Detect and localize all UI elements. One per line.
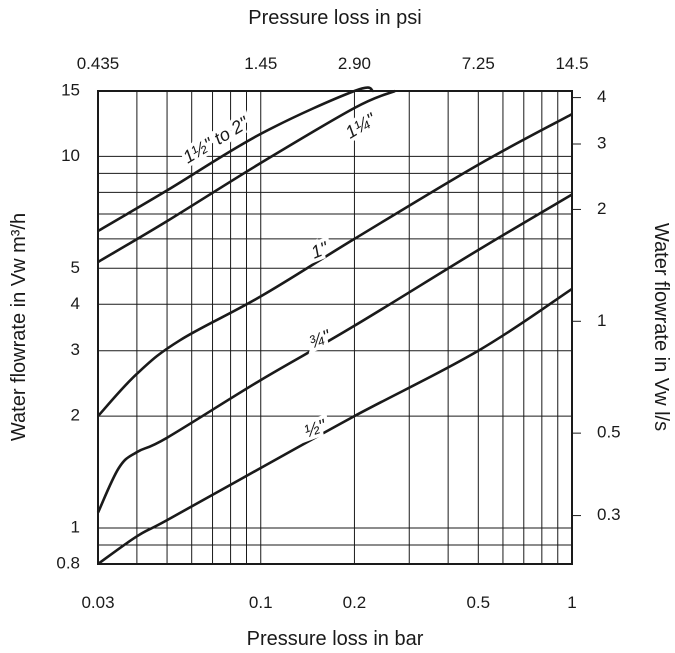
y-axis-title: Water flowrate in Vw m³/h (8, 213, 30, 441)
curve-label-2: 1¼" (342, 108, 381, 142)
right-tick-label: 0.5 (597, 423, 621, 442)
curve-series-2 (97, 89, 396, 264)
curve-layer (96, 86, 573, 566)
curve-label-3: 1" (308, 237, 332, 262)
top-tick-label: 0.435 (77, 54, 120, 73)
right-tick-label: 4 (597, 87, 606, 106)
y-tick-label: 1 (71, 517, 80, 536)
y-tick-label: 10 (61, 146, 80, 165)
top-tick-label: 1.45 (244, 54, 277, 73)
top-tick-label: 14.5 (555, 54, 588, 73)
top-tick-label: 2.90 (338, 54, 371, 73)
y-tick-label: 4 (71, 294, 80, 313)
tick-layer: 0.03 0.1 0.2 0.5 1 0.435 1.45 2.90 7.25 14.5 0.8 1 2… (56, 54, 620, 612)
right-tick-label: 2 (597, 199, 606, 218)
curve-series-4 (96, 193, 573, 514)
curve-label-layer: 1½" to 2" 1¼"1"¾"½" (176, 105, 384, 445)
x-axis-title: Pressure loss in bar (247, 628, 424, 650)
x-tick-label: 0.1 (249, 593, 273, 612)
y-tick-label: 15 (61, 80, 80, 99)
x-tick-label: 0.5 (466, 593, 490, 612)
x-tick-label: 0.2 (343, 593, 367, 612)
top-axis-title: Pressure loss in psi (248, 7, 421, 29)
x-tick-label: 0.03 (81, 593, 114, 612)
y-tick-label: 0.8 (56, 553, 80, 572)
right-tick-label: 0.3 (597, 505, 621, 524)
curve-label-5: ½" (302, 415, 330, 442)
grid-layer (98, 91, 572, 564)
y-tick-label: 2 (71, 406, 80, 425)
curve-series-5 (97, 287, 573, 566)
y-tick-label: 5 (71, 258, 80, 277)
x-tick-label: 1 (567, 593, 576, 612)
curve-series-1 (97, 86, 374, 233)
right-tick-label: 1 (597, 311, 606, 330)
top-tick-label: 7.25 (462, 54, 495, 73)
y-tick-label: 3 (71, 340, 80, 359)
curve-label-4: ¾" (306, 325, 335, 352)
plot-frame (97, 90, 573, 565)
right-tick-label: 3 (597, 133, 606, 152)
right-axis-title: Water flowrate in Vw l/s (650, 223, 672, 431)
curve-series-3 (97, 112, 573, 417)
